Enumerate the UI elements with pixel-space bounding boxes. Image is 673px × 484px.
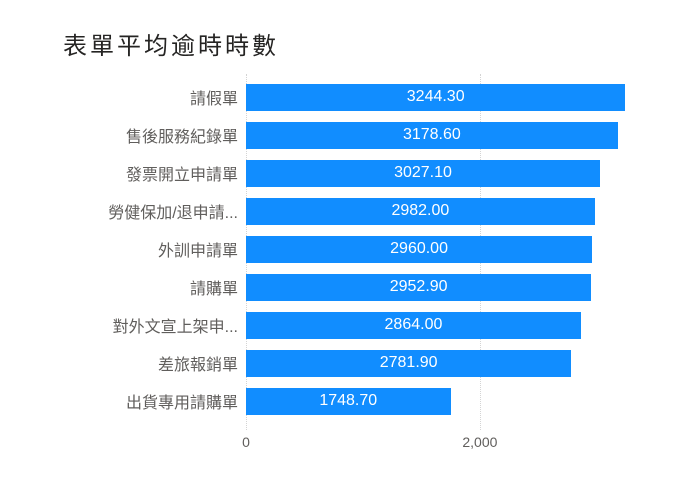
category-label: 外訓申請單: [157, 243, 238, 260]
category-label: 差旅報銷單: [157, 357, 238, 374]
bar-track: 3178.60: [246, 116, 667, 154]
bar[interactable]: 1748.70: [246, 387, 451, 415]
category-label: 出貨專用請購單: [125, 395, 238, 412]
category-label: 請購單: [189, 281, 238, 298]
bar-track: 2864.00: [246, 306, 667, 344]
value-label: 3178.60: [402, 126, 461, 143]
category-label: 售後服務紀錄單: [125, 129, 238, 146]
bar-track: 3244.30: [246, 78, 667, 116]
chart-row: 請假單 3244.30: [60, 78, 667, 116]
x-tick: 2,000: [462, 434, 498, 450]
bar[interactable]: 2960.00: [246, 235, 593, 263]
chart-row: 勞健保加/退申請... 2982.00: [60, 192, 667, 230]
chart-row: 外訓申請單 2960.00: [60, 230, 667, 268]
value-label: 2781.90: [379, 354, 438, 371]
chart-row: 請購單 2952.90: [60, 268, 667, 306]
bar[interactable]: 2781.90: [246, 349, 572, 377]
bar-track: 2952.90: [246, 268, 667, 306]
bar[interactable]: 2952.90: [246, 273, 592, 301]
value-label: 2952.90: [389, 278, 448, 295]
value-label: 3027.10: [394, 164, 452, 181]
category-label: 發票開立申請單: [125, 167, 238, 184]
value-label: 1748.70: [319, 392, 378, 409]
bar[interactable]: 2864.00: [246, 311, 581, 339]
chart-row: 發票開立申請單 3027.10: [60, 154, 667, 192]
value-label: 2864.00: [384, 316, 443, 333]
bar-track: 3027.10: [246, 154, 667, 192]
x-tick: 0: [242, 434, 250, 450]
bar[interactable]: 2982.00: [246, 197, 595, 225]
chart-title: 表單平均逾時時數: [63, 33, 279, 60]
chart-row: 售後服務紀錄單 3178.60: [60, 116, 667, 154]
chart-row: 出貨專用請購單 1748.70: [60, 382, 667, 420]
chart-row: 對外文宣上架申... 2864.00: [60, 306, 667, 344]
plot-area: 請假單 3244.30 售後服務紀錄單 3178.60 發票開立申請單: [60, 74, 667, 468]
bar[interactable]: 3178.60: [246, 121, 618, 149]
category-label: 對外文宣上架申...: [112, 319, 238, 336]
bar[interactable]: 3244.30: [246, 83, 626, 111]
bar-track: 1748.70: [246, 382, 667, 420]
bar-track: 2960.00: [246, 230, 667, 268]
bar-track: 2982.00: [246, 192, 667, 230]
x-axis: 0 2,000: [242, 434, 667, 456]
chart-row: 差旅報銷單 2781.90: [60, 344, 667, 382]
bar[interactable]: 3027.10: [246, 159, 600, 187]
value-label: 2982.00: [391, 202, 450, 219]
bar-rows: 請假單 3244.30 售後服務紀錄單 3178.60 發票開立申請單: [60, 78, 667, 420]
value-label: 2960.00: [390, 240, 448, 257]
bar-track: 2781.90: [246, 344, 667, 382]
category-label: 請假單: [189, 91, 238, 108]
category-label: 勞健保加/退申請...: [108, 205, 238, 222]
value-label: 3244.30: [406, 88, 465, 105]
